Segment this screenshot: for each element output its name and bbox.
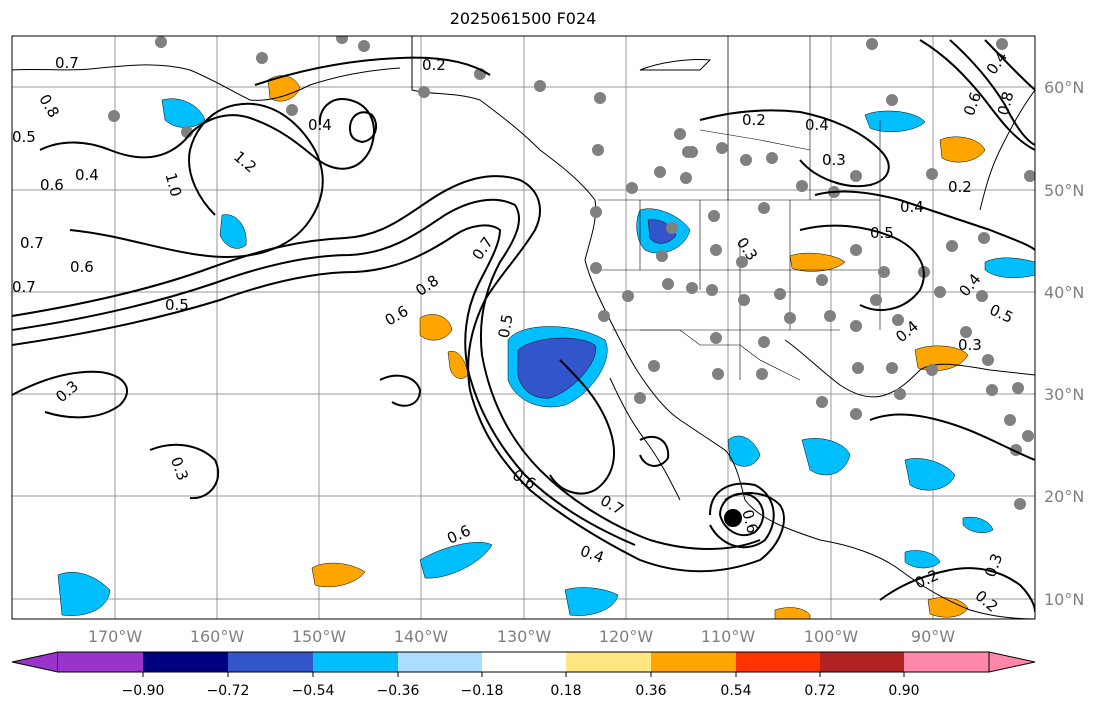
contour-label: 0.5 (12, 128, 36, 146)
contour-label: 0.4 (75, 166, 99, 184)
contour-lines (12, 39, 1035, 613)
lon-label: 90°W (911, 627, 955, 646)
contour-label: 0.5 (165, 296, 189, 314)
colorbar-tick-label: −0.54 (292, 683, 335, 699)
lat-label: 30°N (1044, 385, 1084, 404)
lon-label: 100°W (804, 627, 859, 646)
colorbar-extend-min (11, 651, 59, 673)
coastlines (12, 36, 1035, 619)
lon-label: 110°W (701, 627, 756, 646)
colorbar-segment (313, 652, 398, 672)
lon-label: 120°W (599, 627, 654, 646)
contour-label: 0.6 (738, 508, 762, 536)
contour-label: 0.7 (20, 234, 44, 252)
contour-label: 0.7 (55, 54, 79, 72)
colorbar-tick-label: 0.90 (888, 683, 919, 699)
lat-label: 60°N (1044, 78, 1084, 97)
lon-label: 150°W (292, 627, 347, 646)
colorbar-tick-label: 0.36 (635, 683, 666, 699)
colorbar-tick-label: 0.18 (550, 683, 581, 699)
colorbar-tick-label: 0.72 (804, 683, 835, 699)
contour-label: 0.4 (900, 198, 924, 216)
shaded-field (57, 75, 1035, 619)
lon-label: 130°W (497, 627, 552, 646)
colorbar-segment (398, 652, 482, 672)
contour-label: 0.5 (870, 224, 894, 242)
colorbar: −0.90 −0.72 −0.54 −0.36 −0.18 0.18 0.36 … (11, 651, 1036, 699)
map-title: 2025061500 F024 (449, 9, 597, 28)
colorbar-tick-label: −0.72 (207, 683, 250, 699)
borders (598, 36, 881, 381)
colorbar-segment (228, 652, 313, 672)
colorbar-segment (820, 652, 904, 672)
lat-label: 10°N (1044, 590, 1084, 609)
map-frame (11, 35, 1036, 620)
colorbar-extend-max (988, 651, 1036, 673)
lat-label: 50°N (1044, 181, 1084, 200)
contour-label: 0.6 (40, 176, 64, 194)
contour-label: 0.6 (70, 258, 94, 276)
colorbar-tick-label: 0.54 (720, 683, 751, 699)
contour-label: 0.5 (495, 313, 517, 340)
contour-label: 1.0 (161, 171, 185, 199)
colorbar-segment (904, 652, 989, 672)
lat-label: 40°N (1044, 283, 1084, 302)
colorbar-segment (651, 652, 736, 672)
lon-label: 160°W (190, 627, 245, 646)
latitude-labels: 10°N 20°N 30°N 40°N 50°N 60°N (1044, 78, 1084, 609)
lon-label: 170°W (88, 627, 143, 646)
contour-label: 0.2 (422, 56, 446, 74)
contour-label: 0.3 (958, 336, 982, 354)
contour-label: 0.2 (742, 111, 766, 129)
colorbar-segment (143, 652, 228, 672)
contour-label: 0.2 (948, 178, 972, 196)
contour-label: 0.3 (822, 151, 846, 169)
colorbar-segment (58, 652, 143, 672)
contour-label: 0.8 (994, 90, 1018, 118)
colorbar-tick-label: −0.90 (122, 683, 165, 699)
contour-label: 0.4 (308, 116, 332, 134)
colorbar-segment (736, 652, 820, 672)
station-markers (108, 36, 1035, 510)
storm-center-marker (724, 509, 742, 527)
colorbar-tick-label: −0.18 (461, 683, 504, 699)
contour-label: 0.4 (805, 116, 829, 134)
lat-label: 20°N (1044, 487, 1084, 506)
contour-label: 0.7 (12, 278, 36, 296)
colorbar-segment (566, 652, 651, 672)
colorbar-tick-label: −0.36 (377, 683, 420, 699)
colorbar-segment (482, 652, 566, 672)
longitude-labels: 170°W 160°W 150°W 140°W 130°W 120°W 110°… (88, 627, 955, 646)
lon-label: 140°W (394, 627, 449, 646)
